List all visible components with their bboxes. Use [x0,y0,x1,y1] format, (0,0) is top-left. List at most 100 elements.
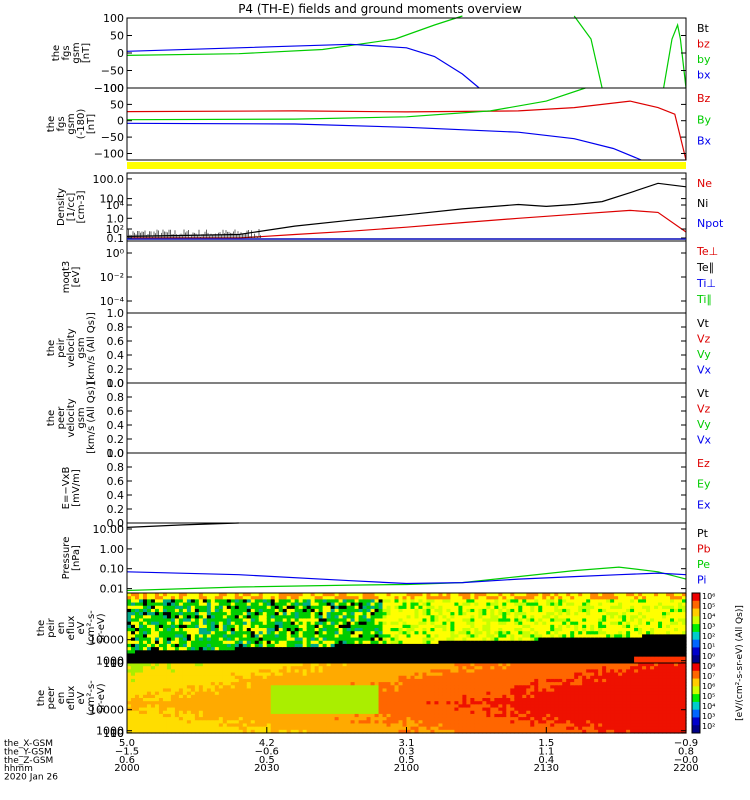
heatmap-cell [566,637,571,642]
heatmap-cell [566,596,571,600]
heatmap-cell [342,666,348,670]
heatmap-cell [290,669,296,674]
heatmap-cell [534,634,539,639]
heatmap-cell [386,704,392,709]
heatmap-cell [318,631,324,635]
heatmap-cell [150,694,156,699]
heatmap-cell [426,666,432,670]
heatmap-cell [318,729,324,734]
heatmap-cell [498,602,503,607]
heatmap-cell [674,621,679,626]
heatmap-cell [358,599,364,604]
y-axis-label-line: eV [76,621,87,634]
heatmap-cell [634,612,639,616]
heatmap-cell [370,723,376,728]
heatmap-cell [386,726,392,731]
heatmap-cell [378,612,384,616]
heatmap-cell [362,685,368,690]
heatmap-cell [146,618,152,623]
heatmap-cell [186,691,192,696]
heatmap-cell [174,596,180,600]
heatmap-cell [322,628,328,632]
heatmap-cell [582,634,587,639]
heatmap-cell [558,656,563,661]
heatmap-cell [378,650,384,655]
heatmap-cell [458,631,463,635]
heatmap-cell [150,675,156,680]
heatmap-cell [650,637,655,642]
heatmap-cell [382,672,388,677]
heatmap-cell [142,669,148,674]
heatmap-cell [170,640,176,645]
heatmap-cell [374,640,380,645]
heatmap-cell [598,643,603,648]
heatmap-cell [486,612,491,616]
heatmap-cell [178,675,184,680]
y-tick-label: 1.0 [107,377,125,390]
heatmap-cell [394,640,400,645]
heatmap-cell [274,615,280,620]
heatmap-cell [274,685,280,690]
heatmap-cell [406,691,412,696]
heatmap-cell [322,682,328,686]
heatmap-cell [250,659,256,664]
heatmap-cell [178,698,184,702]
heatmap-cell [206,729,212,734]
heatmap-cell [346,723,352,728]
heatmap-cell [654,608,659,613]
heatmap-cell [286,593,292,597]
heatmap-cell [170,634,176,639]
heatmap-cell [258,615,264,620]
heatmap-cell [350,729,356,734]
heatmap-cell [198,713,204,718]
heatmap-cell [138,650,144,655]
heatmap-cell [610,605,615,610]
heatmap-cell [142,710,148,715]
heatmap-cell [182,675,188,680]
heatmap-cell [294,704,300,709]
heatmap-cell [478,640,483,645]
heatmap-cell [478,599,483,604]
heatmap-cell [146,602,152,607]
heatmap-cell [258,618,264,623]
heatmap-cell [142,704,148,709]
heatmap-cell [486,631,491,635]
heatmap-cell [354,608,360,613]
heatmap-cell [394,615,400,620]
heatmap-cell [518,640,523,645]
heatmap-cell [238,647,244,651]
heatmap-cell [514,599,519,604]
heatmap-cell [130,698,136,702]
heatmap-cell [370,669,376,674]
heatmap-cell [362,608,368,613]
heatmap-cell [262,653,268,658]
heatmap-cell [186,634,192,639]
heatmap-cell [178,682,184,686]
heatmap-cell [394,669,400,674]
heatmap-cell [326,621,332,626]
heatmap-cell [406,685,412,690]
heatmap-cell [182,691,188,696]
heatmap-cell [186,650,192,655]
heatmap-cell [146,659,152,664]
heatmap-cell [638,605,643,610]
heatmap-cell [322,672,328,677]
heatmap-cell [154,656,160,661]
heatmap-cell [282,631,288,635]
heatmap-cell [618,605,623,610]
heatmap-cell [390,640,396,645]
heatmap-cell [510,628,515,632]
heatmap-cell [442,621,448,626]
heatmap-cell [342,624,348,629]
heatmap-cell [298,593,304,597]
heatmap-cell [666,647,671,651]
heatmap-cell [326,647,332,651]
heatmap-cell [186,659,192,664]
heatmap-cell [258,717,264,721]
heatmap-cell [594,659,599,664]
heatmap-cell [310,659,316,664]
heatmap-cell [390,720,396,725]
heatmap-cell [166,593,172,597]
heatmap-cell [254,663,260,667]
heatmap-cell [270,710,276,715]
